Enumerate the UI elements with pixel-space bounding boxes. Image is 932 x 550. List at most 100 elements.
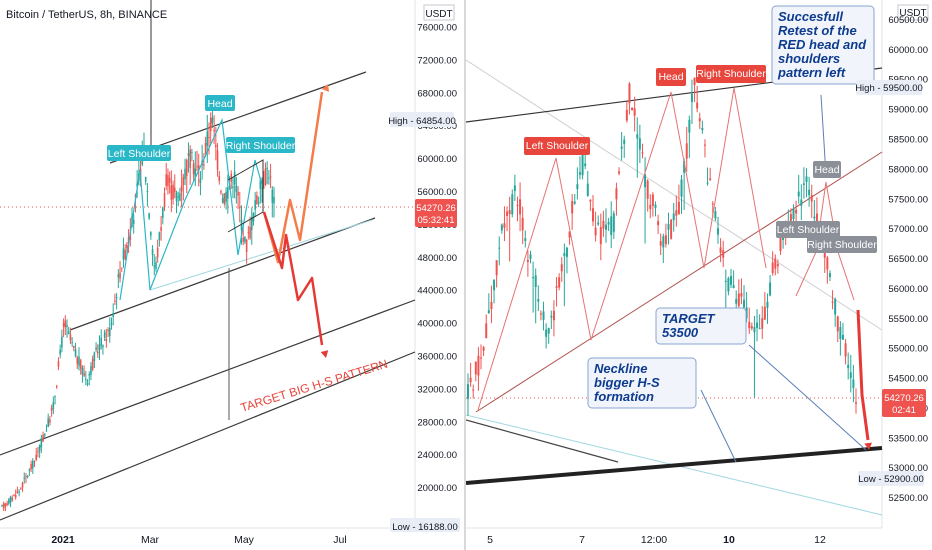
candle-body (586, 183, 589, 196)
candle-body (244, 236, 246, 242)
x-tick-label: May (234, 534, 255, 546)
candle-body (776, 264, 779, 267)
candle-body (170, 185, 173, 200)
chart-left-svg[interactable]: USDT76000.0072000.0068000.0064000.006000… (0, 0, 464, 550)
candle-body (62, 323, 65, 327)
candle-body (500, 224, 503, 231)
y-tick-label: 68000.00 (417, 88, 457, 99)
candle-body (571, 201, 574, 214)
y-tick-label: 24000.00 (417, 450, 457, 461)
y-tick-label: 59000.00 (888, 105, 928, 116)
candle-body (633, 108, 636, 116)
candle-body (602, 220, 605, 229)
candle-body (774, 258, 777, 269)
candle-body (698, 118, 701, 122)
label-head-red-text: Head (658, 71, 683, 83)
candle-body (83, 373, 85, 376)
candle-body (724, 280, 727, 282)
y-tick-label: 76000.00 (417, 23, 457, 34)
candle-body (177, 196, 180, 198)
candle-body (560, 264, 563, 272)
candle-body (189, 149, 191, 168)
candle-body (482, 347, 485, 351)
chart-panel-right[interactable]: USDT60500.0060000.0059500.0059000.005850… (466, 0, 932, 550)
candle-body (620, 146, 623, 149)
candle-body (709, 178, 712, 181)
chart-right-svg[interactable]: USDT60500.0060000.0059500.0059000.005850… (466, 0, 932, 550)
candle-body (167, 175, 169, 187)
candle-body (175, 192, 178, 201)
neckline-callout-text: bigger H-S (594, 375, 660, 390)
x-tick-label: 12 (814, 534, 826, 546)
candle-body (144, 176, 147, 182)
candle-body (612, 213, 615, 232)
candle-body (664, 235, 667, 245)
candle-body (262, 186, 265, 189)
candle-body (539, 313, 542, 315)
bear-projection-arrowhead (320, 350, 329, 358)
candle-body (740, 293, 743, 297)
candle-body (240, 219, 243, 231)
candle-body (100, 337, 103, 346)
candle-body (25, 476, 27, 478)
candle-body (232, 186, 234, 188)
candle-body (74, 349, 77, 357)
candle-body (50, 408, 53, 411)
candle-body (16, 491, 19, 493)
candle-body (126, 244, 128, 249)
candle-body (511, 194, 514, 215)
panel-divider[interactable] (464, 0, 466, 550)
y-tick-label: 53000.00 (888, 463, 928, 474)
candle-body (249, 227, 251, 239)
candle-body (187, 153, 190, 156)
retest-callout-text: pattern left (777, 65, 846, 80)
x-tick-label: 7 (579, 534, 585, 546)
candle-body (165, 174, 168, 186)
candle-body (52, 402, 55, 409)
candle-body (730, 275, 733, 285)
target-big-hs-label: TARGET BIG H-S PATTERN (239, 357, 390, 415)
candle-body (654, 204, 657, 208)
wedge-lines (227, 159, 264, 233)
label-right-shoulder: Right Shoulder (226, 137, 296, 153)
current-price-tag-value: 54270.26 (884, 393, 924, 404)
candle-body (578, 172, 581, 175)
candle-body (1, 504, 3, 506)
y-tick-label: 36000.00 (417, 352, 457, 363)
candle-body (467, 384, 469, 399)
candle-body (565, 247, 568, 257)
label-left-shoulder-text: Left Shoulder (108, 148, 171, 160)
candle-body (269, 176, 272, 178)
x-tick-label: Mar (141, 534, 160, 546)
neckline-callout-box (587, 357, 697, 409)
candle-body (576, 184, 579, 190)
bull-projection-path (262, 91, 324, 264)
candle-body (254, 200, 256, 210)
candle-body (727, 278, 730, 292)
candle-body (558, 277, 561, 288)
candle-body (38, 445, 41, 451)
y-tick-label: 56000.00 (888, 284, 928, 295)
candle-body (242, 237, 245, 242)
candle-body (37, 451, 39, 453)
candle-body (20, 488, 22, 490)
candle-body (64, 320, 67, 328)
candle-body (552, 310, 555, 321)
candle-body (631, 107, 634, 110)
high-price-tag-text: High - 64854.00 (388, 116, 456, 127)
y-tick-label: 55500.00 (888, 314, 928, 325)
candle-body (8, 499, 10, 504)
candle-body (182, 177, 185, 186)
chart-panel-left[interactable]: USDT76000.0072000.0068000.0064000.006000… (0, 0, 464, 550)
candle-body (192, 163, 195, 175)
candle-body (273, 196, 275, 204)
candle-body (519, 199, 522, 215)
candle-body (105, 338, 108, 342)
candle-body (35, 454, 38, 461)
candle-body (79, 360, 82, 369)
candle-body (545, 329, 548, 337)
label-right-shoulder-red-text: Right Shoulder (696, 68, 766, 80)
candle-body (197, 165, 200, 170)
candle-body (735, 298, 738, 304)
candle-body (43, 433, 46, 436)
